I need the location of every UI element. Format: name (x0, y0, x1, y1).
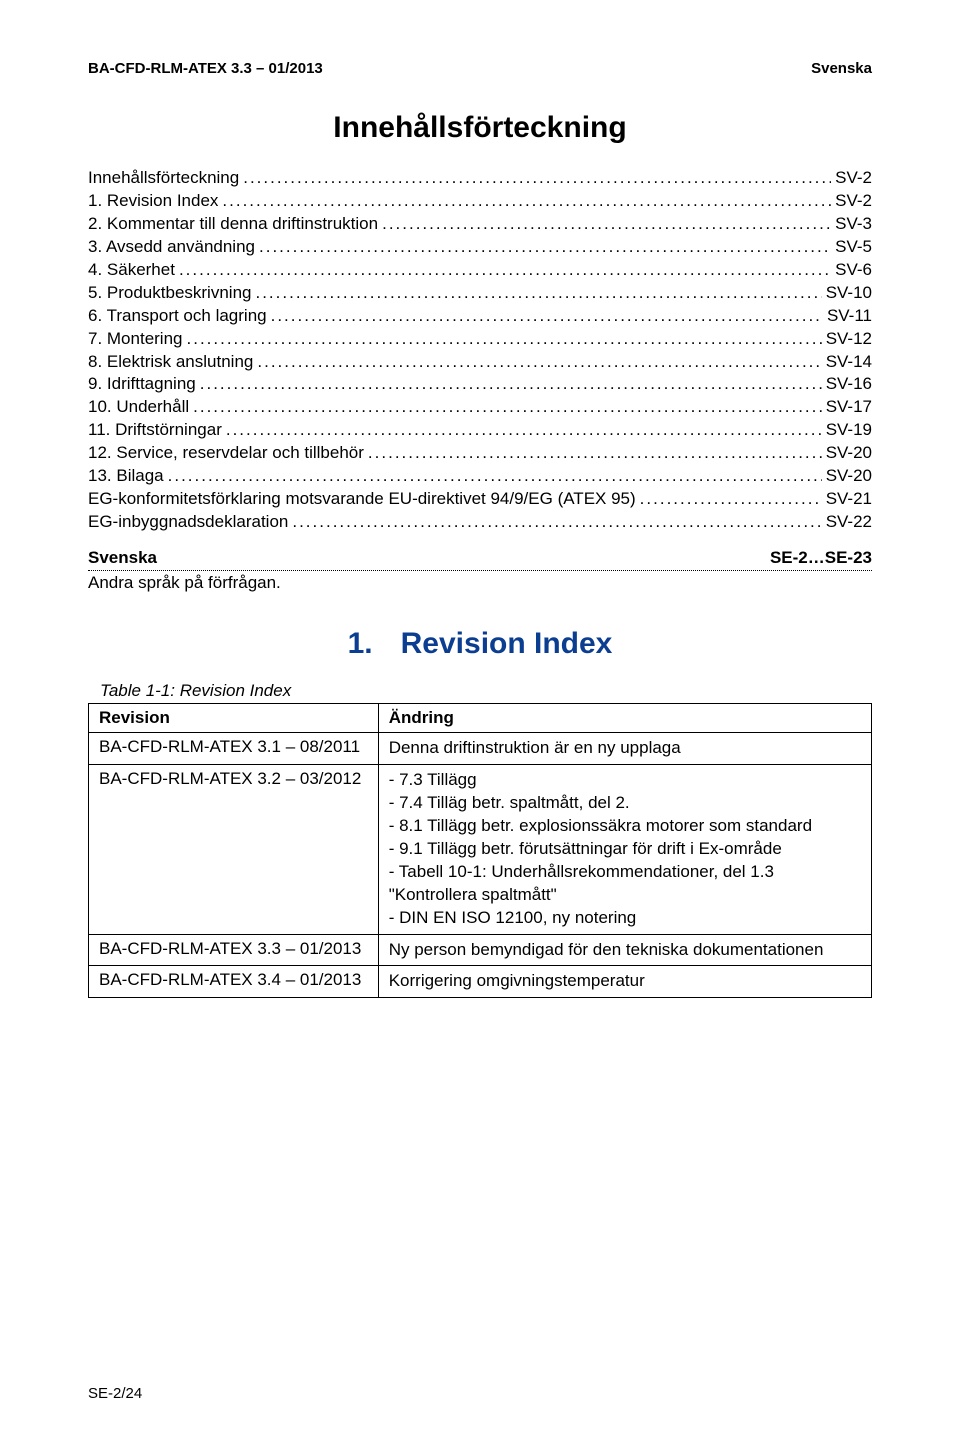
table-row: BA-CFD-RLM-ATEX 3.2 – 03/2012- 7.3 Tillä… (89, 764, 872, 934)
toc-dots (168, 465, 822, 488)
toc-row: 9. Idrifttagning SV-16 (88, 373, 872, 396)
toc-label: 12. Service, reservdelar och tillbehör (88, 442, 364, 465)
toc-label: EG-inbyggnadsdeklaration (88, 511, 288, 534)
toc-dots (259, 236, 831, 259)
toc-label: 10. Underhåll (88, 396, 189, 419)
page-title: Innehållsförteckning (88, 111, 872, 145)
toc-label: 13. Bilaga (88, 465, 164, 488)
toc-page: SV-20 (826, 465, 872, 488)
toc-label: Innehållsförteckning (88, 167, 239, 190)
toc-page: SV-20 (826, 442, 872, 465)
toc-page: SV-21 (826, 488, 872, 511)
section-number: 1. (348, 627, 373, 660)
toc-page: SV-2 (835, 190, 872, 213)
revision-table: RevisionÄndringBA-CFD-RLM-ATEX 3.1 – 08/… (88, 703, 872, 998)
toc-dots (382, 213, 831, 236)
section-title: Revision Index (401, 627, 613, 660)
language-block: Svenska SE-2…SE-23 Andra språk på förfrå… (88, 548, 872, 593)
toc-label: 3. Avsedd användning (88, 236, 255, 259)
toc-dots (640, 488, 822, 511)
toc-label: 6. Transport och lagring (88, 305, 267, 328)
toc-page: SV-16 (826, 373, 872, 396)
toc-page: SV-3 (835, 213, 872, 236)
toc-label: 9. Idrifttagning (88, 373, 196, 396)
toc-label: 11. Driftstörningar (88, 419, 222, 442)
toc-label: 8. Elektrisk anslutning (88, 351, 253, 374)
toc-row: 6. Transport och lagring SV-11 (88, 305, 872, 328)
toc-dots (179, 259, 831, 282)
toc-label: 5. Produktbeskrivning (88, 282, 251, 305)
table-row: BA-CFD-RLM-ATEX 3.4 – 01/2013Korrigering… (89, 966, 872, 998)
toc-dots (292, 511, 821, 534)
toc-row: 10. Underhåll SV-17 (88, 396, 872, 419)
toc-row: 4. Säkerhet SV-6 (88, 259, 872, 282)
toc-page: SV-19 (826, 419, 872, 442)
lang-note: Andra språk på förfrågan. (88, 573, 872, 593)
toc-page: SV-2 (835, 167, 872, 190)
toc-dots (187, 328, 822, 351)
table-of-contents: InnehållsförteckningSV-21. Revision Inde… (88, 167, 872, 534)
toc-row: Innehållsförteckning SV-2 (88, 167, 872, 190)
toc-page: SV-10 (826, 282, 872, 305)
toc-dots (193, 396, 822, 419)
toc-row: 11. Driftstörningar SV-19 (88, 419, 872, 442)
separator (88, 570, 872, 571)
change-cell: - 7.3 Tillägg- 7.4 Tilläg betr. spaltmåt… (378, 764, 871, 934)
toc-row: 13. Bilaga SV-20 (88, 465, 872, 488)
lang-left: Svenska (88, 548, 157, 568)
doc-id: BA-CFD-RLM-ATEX 3.3 – 01/2013 (88, 60, 323, 77)
toc-dots (243, 167, 831, 190)
page-footer: SE-2/24 (88, 1385, 142, 1402)
toc-row: 5. Produktbeskrivning SV-10 (88, 282, 872, 305)
toc-dots (222, 190, 831, 213)
toc-label: 2. Kommentar till denna driftinstruktion (88, 213, 378, 236)
table-caption: Table 1-1: Revision Index (100, 681, 872, 701)
toc-row: 7. Montering SV-12 (88, 328, 872, 351)
toc-page: SV-14 (826, 351, 872, 374)
change-cell: Denna driftinstruktion är en ny upplaga (378, 733, 871, 765)
toc-page: SV-11 (827, 305, 872, 328)
toc-row: EG-inbyggnadsdeklaration SV-22 (88, 511, 872, 534)
section-heading: 1. Revision Index (88, 627, 872, 661)
toc-row: 2. Kommentar till denna driftinstruktion… (88, 213, 872, 236)
toc-dots (200, 373, 822, 396)
revision-cell: BA-CFD-RLM-ATEX 3.1 – 08/2011 (89, 733, 379, 765)
revision-cell: BA-CFD-RLM-ATEX 3.2 – 03/2012 (89, 764, 379, 934)
toc-page: SV-5 (835, 236, 872, 259)
toc-row: 12. Service, reservdelar och tillbehör SV… (88, 442, 872, 465)
toc-page: SV-22 (826, 511, 872, 534)
doc-lang: Svenska (811, 60, 872, 77)
table-row: BA-CFD-RLM-ATEX 3.3 – 01/2013Ny person b… (89, 934, 872, 966)
toc-row: 8. Elektrisk anslutning SV-14 (88, 351, 872, 374)
toc-row: 1. Revision Index SV-2 (88, 190, 872, 213)
table-header-cell: Revision (89, 704, 379, 733)
toc-page: SV-6 (835, 259, 872, 282)
toc-row: EG-konformitetsförklaring motsvarande EU… (88, 488, 872, 511)
revision-cell: BA-CFD-RLM-ATEX 3.4 – 01/2013 (89, 966, 379, 998)
toc-label: 1. Revision Index (88, 190, 218, 213)
toc-page: SV-17 (826, 396, 872, 419)
toc-dots (226, 419, 822, 442)
toc-label: 4. Säkerhet (88, 259, 175, 282)
toc-label: EG-konformitetsförklaring motsvarande EU… (88, 488, 636, 511)
change-cell: Ny person bemyndigad för den tekniska do… (378, 934, 871, 966)
toc-page: SV-12 (826, 328, 872, 351)
toc-dots (271, 305, 823, 328)
table-row: BA-CFD-RLM-ATEX 3.1 – 08/2011Denna drift… (89, 733, 872, 765)
table-header-cell: Ändring (378, 704, 871, 733)
toc-dots (368, 442, 822, 465)
lang-right: SE-2…SE-23 (770, 548, 872, 568)
revision-cell: BA-CFD-RLM-ATEX 3.3 – 01/2013 (89, 934, 379, 966)
toc-dots (255, 282, 821, 305)
doc-header: BA-CFD-RLM-ATEX 3.3 – 01/2013 Svenska (88, 60, 872, 77)
toc-dots (257, 351, 821, 374)
toc-row: 3. Avsedd användning SV-5 (88, 236, 872, 259)
change-cell: Korrigering omgivningstemperatur (378, 966, 871, 998)
toc-label: 7. Montering (88, 328, 183, 351)
